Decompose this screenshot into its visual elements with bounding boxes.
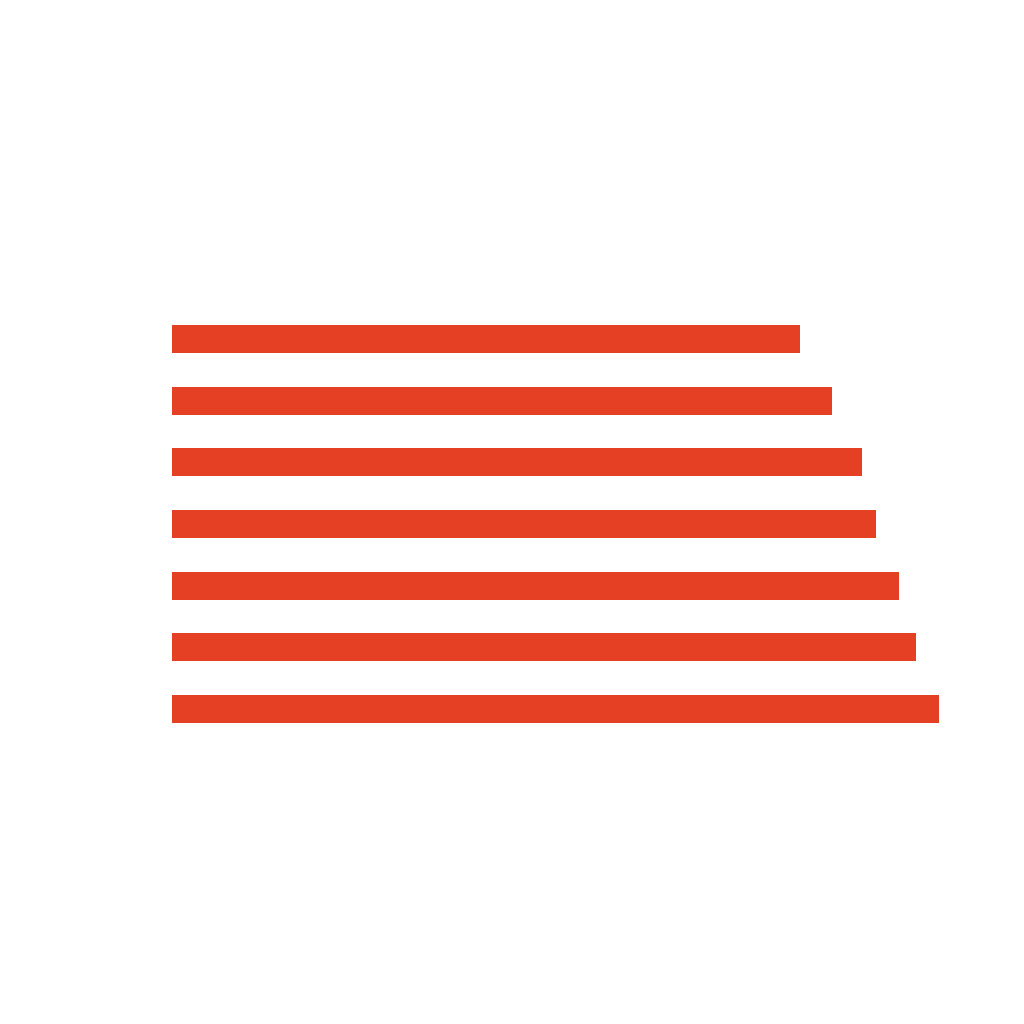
stripe (172, 448, 862, 476)
stripe (172, 633, 916, 661)
stripe (172, 572, 899, 600)
stripe (172, 510, 876, 538)
stripe (172, 695, 939, 723)
stripes (172, 325, 939, 723)
stripe (172, 387, 832, 415)
stripe (172, 325, 800, 353)
